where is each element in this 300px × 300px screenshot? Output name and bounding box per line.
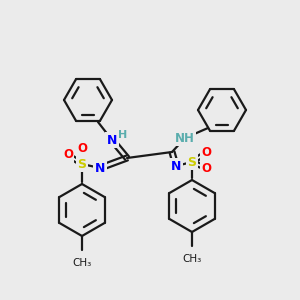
Text: O: O: [201, 146, 211, 160]
Text: O: O: [63, 148, 73, 161]
Text: O: O: [201, 161, 211, 175]
Text: CH₃: CH₃: [182, 254, 202, 264]
Text: N: N: [95, 161, 105, 175]
Text: N: N: [171, 160, 181, 172]
Text: S: S: [188, 155, 196, 169]
Text: CH₃: CH₃: [72, 258, 92, 268]
Text: NH: NH: [175, 131, 195, 145]
Text: N: N: [107, 134, 117, 146]
Text: H: H: [118, 130, 127, 140]
Text: O: O: [77, 142, 87, 155]
Text: S: S: [77, 158, 86, 170]
